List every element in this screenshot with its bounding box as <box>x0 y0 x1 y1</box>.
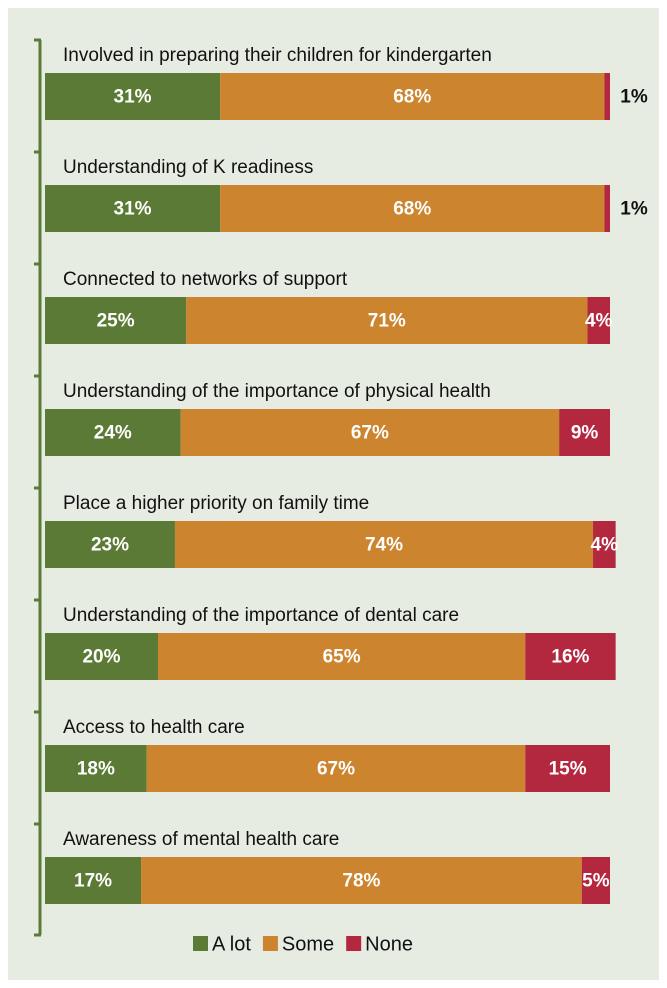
bar-segment <box>141 857 582 904</box>
value-label: 23% <box>91 535 129 556</box>
value-label: 65% <box>323 647 361 668</box>
bar-segment <box>581 857 610 904</box>
value-label: 16% <box>551 647 589 668</box>
value-label: 20% <box>82 647 120 668</box>
value-label: 67% <box>351 423 389 444</box>
bar-segment <box>587 297 610 344</box>
value-label: 25% <box>97 311 135 332</box>
bar-segment <box>146 745 526 792</box>
bar-segment <box>525 745 610 792</box>
bar-segment <box>45 185 221 232</box>
category-label: Understanding of K readiness <box>63 157 313 178</box>
bar-segment <box>45 297 187 344</box>
category-label: Connected to networks of support <box>63 269 348 290</box>
value-label: 18% <box>77 759 115 780</box>
bar-segment <box>559 409 610 456</box>
bar-segment <box>174 521 594 568</box>
value-label: 1% <box>620 87 648 108</box>
bar-segment <box>45 633 158 680</box>
value-label: 17% <box>74 871 112 892</box>
category-label: Awareness of mental health care <box>63 829 339 850</box>
value-label: 5% <box>582 871 610 892</box>
value-label: 9% <box>571 423 599 444</box>
value-label: 31% <box>114 87 152 108</box>
bar-segment <box>45 73 221 120</box>
value-label: 67% <box>317 759 355 780</box>
value-label: 15% <box>549 759 587 780</box>
bar-segment <box>604 73 610 120</box>
bar-segment <box>604 185 610 232</box>
category-label: Involved in preparing their children for… <box>63 45 492 66</box>
bar-segment <box>45 745 147 792</box>
bar-segment <box>220 73 605 120</box>
legend-label: A lot <box>212 933 251 955</box>
bar-segment <box>220 185 605 232</box>
legend-swatch <box>193 936 208 951</box>
value-label: 71% <box>368 311 406 332</box>
value-label: 24% <box>94 423 132 444</box>
value-label: 4% <box>591 535 619 556</box>
bar-segment <box>525 633 616 680</box>
bar-segment <box>186 297 588 344</box>
category-label: Access to health care <box>63 717 245 738</box>
value-label: 68% <box>393 199 431 220</box>
value-label: 78% <box>342 871 380 892</box>
legend-swatch <box>346 936 362 951</box>
value-label: 1% <box>620 199 648 220</box>
bar-segment <box>180 409 560 456</box>
legend-label: None <box>365 933 413 955</box>
bar-segment <box>593 521 616 568</box>
background <box>8 8 659 980</box>
legend-label: Some <box>282 933 334 955</box>
category-label: Place a higher priority on family time <box>63 493 369 514</box>
bar-segment <box>45 409 181 456</box>
value-label: 4% <box>585 311 613 332</box>
value-label: 31% <box>114 199 152 220</box>
bar-segment <box>45 857 142 904</box>
value-label: 74% <box>365 535 403 556</box>
bar-segment <box>158 633 526 680</box>
bar-segment <box>45 521 175 568</box>
category-label: Understanding of the importance of physi… <box>63 381 491 402</box>
category-label: Understanding of the importance of denta… <box>63 605 459 626</box>
value-label: 68% <box>393 87 431 108</box>
legend-swatch <box>262 936 278 951</box>
